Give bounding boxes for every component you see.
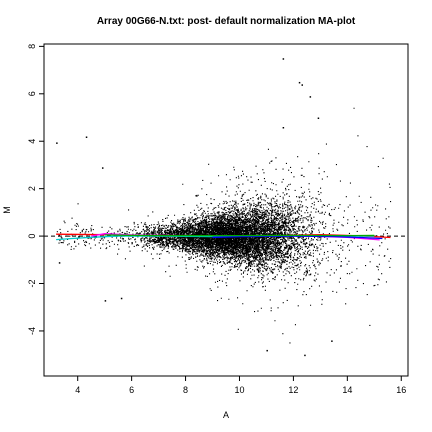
y-tick-label: -4 (27, 327, 37, 335)
x-tick-label: 14 (342, 385, 352, 395)
chart-title: Array 00G66-N.txt: post- default normali… (97, 16, 356, 27)
outlier-point (317, 117, 320, 120)
outlier-point (85, 136, 88, 138)
outlier-point (266, 349, 268, 352)
outlier-point (56, 142, 58, 144)
y-tick-label: 2 (27, 186, 37, 191)
outlier-point (282, 58, 285, 60)
outlier-point (304, 354, 306, 357)
y-tick-label: 8 (27, 44, 37, 49)
outlier-point (101, 167, 104, 169)
x-tick-label: 16 (396, 385, 406, 395)
y-tick-label: 4 (27, 139, 37, 144)
lowess-curves (56, 233, 391, 241)
outlier-point (282, 127, 285, 129)
lowess-curve-4 (212, 235, 383, 240)
x-tick-label: 12 (288, 385, 298, 395)
x-axis-label: A (223, 410, 229, 420)
y-tick-label: 6 (27, 91, 37, 96)
outlier-point (301, 84, 303, 86)
outlier-point (58, 262, 61, 264)
x-tick-label: 4 (75, 385, 80, 395)
y-tick-label: -2 (27, 280, 37, 288)
y-tick-label: 0 (27, 234, 37, 239)
scatter-point-cloud (56, 107, 392, 344)
y-axis: -4 -2 0 2 4 6 8 (27, 44, 44, 335)
plot-frame (43, 43, 409, 377)
outlier-point (120, 297, 123, 300)
outlier-point (104, 300, 107, 302)
outlier-point (309, 96, 312, 98)
outlier-point (331, 340, 333, 342)
x-axis: 4 6 8 10 12 14 16 (75, 376, 406, 395)
x-tick-label: 8 (183, 385, 188, 395)
scatter-points (56, 58, 392, 357)
y-axis-label: M (2, 206, 12, 214)
outlier-point (298, 81, 301, 84)
x-tick-label: 6 (129, 385, 134, 395)
lowess-curve-5 (104, 234, 375, 237)
x-tick-label: 10 (234, 385, 244, 395)
